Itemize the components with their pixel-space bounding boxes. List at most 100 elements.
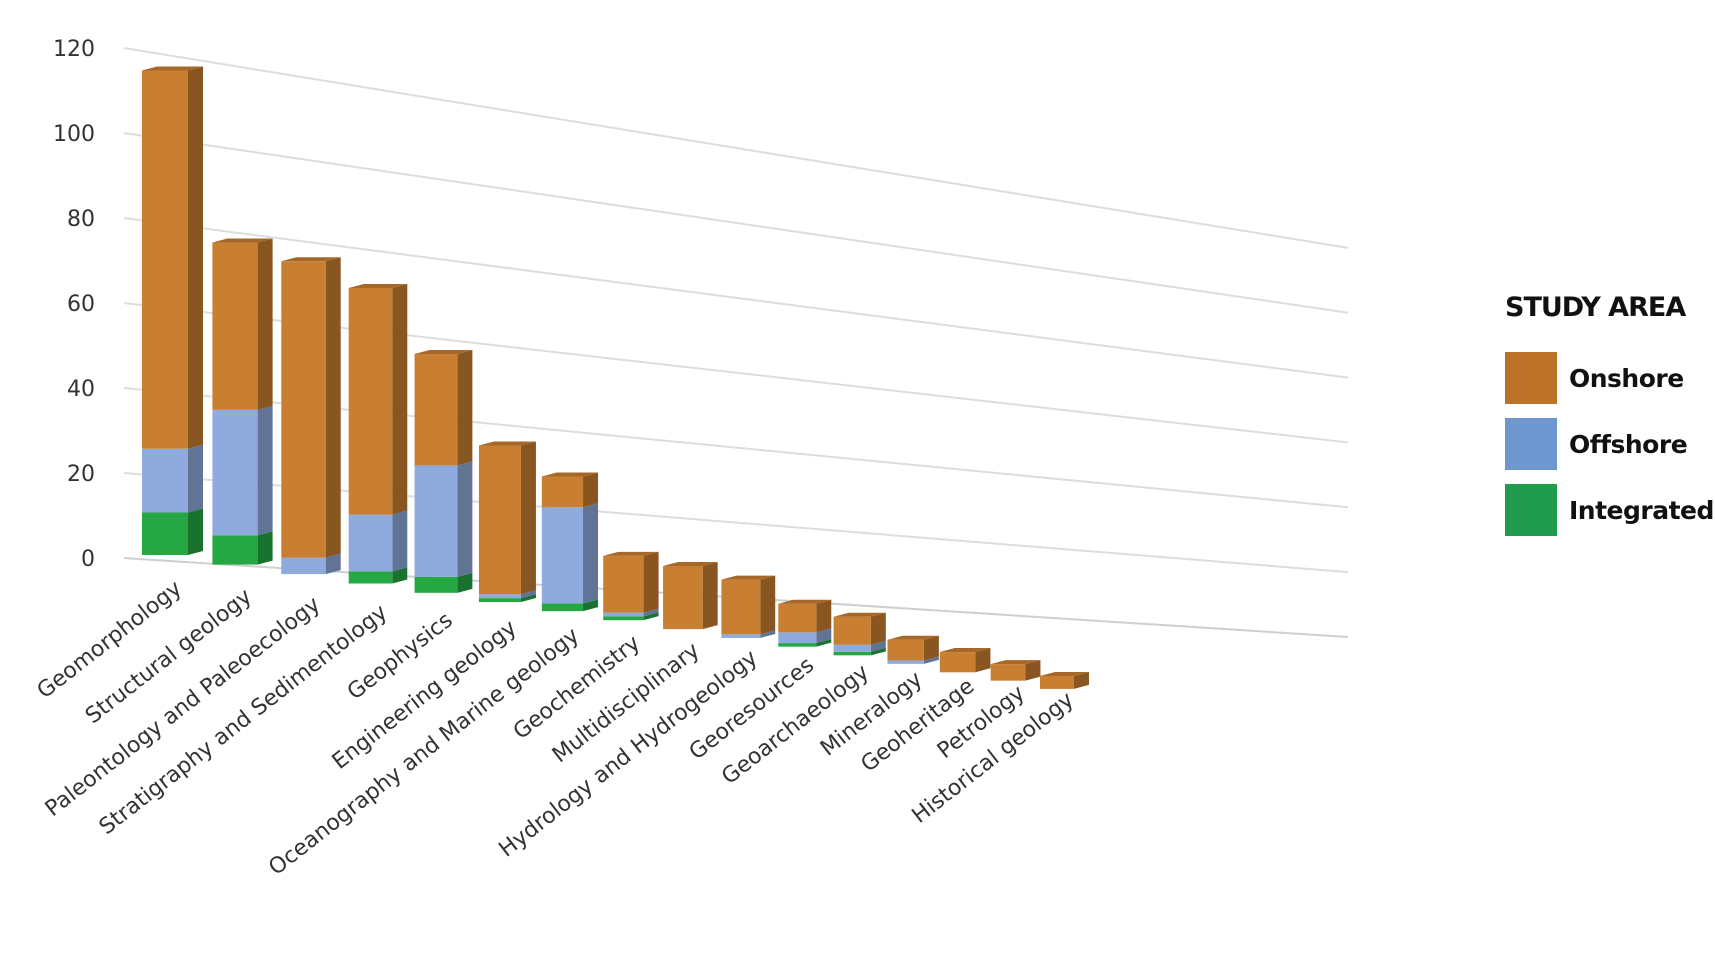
bar-group [778,599,832,647]
bar-side-onshore [760,575,776,635]
legend-title: STUDY AREA [1505,292,1686,323]
bar-segment-offshore [212,409,258,536]
bar-top [990,660,1041,665]
bar-group [142,66,203,555]
bar-group [663,561,718,630]
bar-segment-integrated [348,571,393,584]
bar-segment-offshore [281,557,326,575]
bar-side-offshore [870,640,886,652]
bar-segment-onshore [721,579,761,635]
bar-group [212,238,273,565]
bar-group [833,612,886,656]
bar-segment-onshore [414,353,458,466]
bar-side-onshore [583,472,599,508]
bar-segment-offshore [721,634,761,638]
bar-side-onshore [457,349,473,466]
bar-side-integrated [520,594,536,603]
gridline [123,132,1349,314]
bar-segment-onshore [1039,675,1074,689]
bar-side-integrated [583,599,599,612]
legend-label-onshore: Onshore [1569,363,1684,393]
bar-side-offshore [583,503,599,604]
y-tick-label: 80 [67,207,95,232]
legend-swatch-onshore [1505,352,1557,404]
bar-side-integrated [188,508,203,555]
bar-group [939,648,991,673]
bar-side-integrated [643,612,659,621]
bar-segment-offshore [142,448,188,513]
bar-segment-integrated [212,535,258,565]
bar-top [478,441,536,446]
bar-top [833,612,886,617]
bar-group [603,551,659,621]
bar-top [603,551,659,556]
bar-side-onshore [1025,660,1041,681]
bar-side-onshore [702,561,718,630]
bar-segment-offshore [603,612,644,617]
bar-segment-offshore [778,632,817,644]
y-tick-label: 120 [53,37,95,62]
bars [142,66,1089,689]
bar-side-offshore [923,656,939,664]
bar-segment-integrated [541,603,584,612]
bar-segment-offshore [348,514,393,572]
bar-side-offshore [643,608,659,617]
bar-side-offshore [392,510,408,572]
bar-side-onshore [392,283,408,515]
bar-top [721,575,776,580]
legend: STUDY AREA Onshore Offshore Integrated [1505,292,1715,543]
bar-side-onshore [520,441,536,595]
bar-side-onshore [643,551,659,613]
bar-top [541,472,599,477]
bar-group [348,283,408,584]
bar-segment-onshore [281,261,326,558]
bar-top [281,257,341,262]
bar-group [887,635,939,664]
bar-side-offshore [325,553,341,575]
bar-side-offshore [760,630,776,638]
bar-side-integrated [816,639,832,647]
bar-segment-offshore [833,644,871,652]
bar-group [414,349,473,593]
bar-side-offshore [457,461,473,577]
legend-swatch-integrated [1505,484,1557,536]
bar-group [281,257,341,575]
bar-top [778,599,832,604]
bar-group [721,575,776,638]
bar-segment-onshore [212,242,258,410]
bar-top [1039,671,1089,676]
bar-segment-integrated [833,651,871,656]
bar-segment-integrated [478,598,521,603]
bar-segment-onshore [887,639,924,661]
bar-top [348,283,408,288]
bar-segment-onshore [939,652,976,673]
bar-segment-onshore [833,616,871,645]
legend-swatch-offshore [1505,418,1557,470]
bar-segment-onshore [541,476,584,508]
legend-item-offshore: Offshore [1505,411,1715,477]
bar-side-offshore [188,444,203,513]
bar-segment-onshore [663,565,703,630]
bar-top [212,238,273,243]
bar-side-onshore [975,648,991,673]
bar-side-integrated [870,647,886,656]
bar-top [142,66,203,71]
gridline [123,217,1349,379]
bar-segment-onshore [778,603,817,633]
bar-group [990,660,1041,681]
bar-top [887,635,939,640]
bar-segment-offshore [478,594,521,599]
bar-segment-onshore [142,70,188,449]
bar-segment-offshore [541,507,584,604]
bar-side-onshore [325,257,341,558]
bar-segment-offshore [887,660,924,664]
y-tick-label: 20 [67,462,95,487]
bar-segment-onshore [348,287,393,515]
bar-side-onshore [188,66,203,449]
bar-group [541,472,599,612]
bar-side-integrated [392,567,408,584]
y-tick-label: 60 [67,292,95,317]
y-tick-label: 40 [67,377,95,402]
